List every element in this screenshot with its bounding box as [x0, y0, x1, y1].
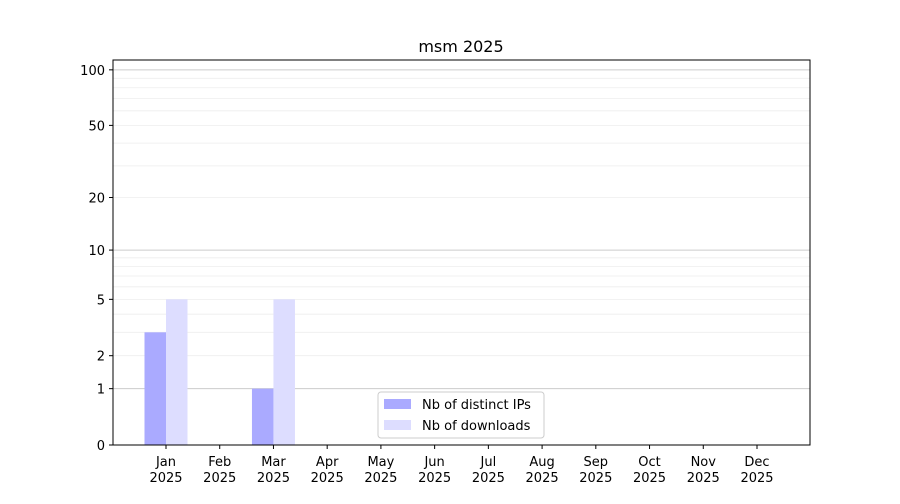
x-tick-label: Dec 2025: [740, 455, 773, 486]
y-tick-label: 5: [97, 293, 105, 308]
x-tick-label-line: Aug: [529, 455, 554, 470]
x-tick-label-line: May: [367, 455, 394, 470]
x-tick-label-line: 2025: [203, 471, 236, 486]
x-tick-label-line: Nov: [691, 455, 717, 470]
x-tick-label: Jun 2025: [418, 455, 451, 486]
x-tick-label-line: 2025: [418, 471, 451, 486]
x-tick-label-line: Feb: [208, 455, 231, 470]
y-tick-label: 0: [97, 439, 105, 454]
x-tick-label-line: 2025: [472, 471, 505, 486]
y-tick-label: 50: [88, 119, 105, 134]
bar-distinct-ips: [144, 332, 166, 445]
y-tick-label: 10: [88, 244, 105, 259]
bar-downloads: [273, 299, 295, 445]
legend-swatch-ips: [384, 399, 411, 409]
x-tick-label: Nov 2025: [687, 455, 720, 486]
bar-distinct-ips: [251, 388, 274, 445]
x-tick-label-line: 2025: [526, 471, 559, 486]
x-tick-label-line: 2025: [633, 471, 666, 486]
x-tick-label: Jul 2025: [472, 455, 505, 486]
x-tick-label-line: Jul: [480, 455, 497, 470]
x-tick-label-line: 2025: [687, 471, 720, 486]
x-tick-label-line: 2025: [257, 471, 290, 486]
x-tick-label: Sep 2025: [579, 455, 612, 486]
y-tick-label: 20: [88, 192, 105, 207]
x-tick-label-line: Jan: [155, 455, 176, 470]
x-tick-label-line: Apr: [316, 455, 339, 470]
x-tick-label: Mar 2025: [257, 455, 290, 486]
legend-label-ips: Nb of distinct IPs: [422, 398, 531, 413]
legend: Nb of distinct IPs Nb of downloads: [377, 391, 545, 439]
plot-frame: [112, 59, 811, 446]
x-tick-label-line: Dec: [744, 455, 769, 470]
legend-label-downloads: Nb of downloads: [422, 419, 531, 434]
x-tick-label: May 2025: [364, 455, 397, 486]
x-tick-label-line: Jun: [423, 455, 444, 470]
x-tick-label: Apr 2025: [311, 455, 344, 486]
x-tick-label-line: 2025: [311, 471, 344, 486]
x-tick-label-line: Oct: [638, 455, 660, 470]
x-tick-label-line: 2025: [740, 471, 773, 486]
bar-downloads: [166, 299, 188, 445]
y-tick-label: 100: [80, 64, 105, 79]
x-tick-label-line: Sep: [584, 455, 609, 470]
chart-title: msm 2025: [418, 37, 503, 56]
x-tick-label: Feb 2025: [203, 455, 236, 486]
x-tick-label-line: Mar: [261, 455, 286, 470]
x-tick-label-line: 2025: [579, 471, 612, 486]
x-tick-label: Jan 2025: [149, 455, 182, 486]
y-tick-label: 1: [97, 383, 105, 398]
x-tick-label: Oct 2025: [633, 455, 666, 486]
x-tick-label-line: 2025: [149, 471, 182, 486]
x-tick-label-line: 2025: [364, 471, 397, 486]
x-tick-label: Aug 2025: [526, 455, 559, 486]
legend-swatch-downloads: [384, 420, 411, 430]
y-tick-label: 2: [97, 350, 105, 365]
